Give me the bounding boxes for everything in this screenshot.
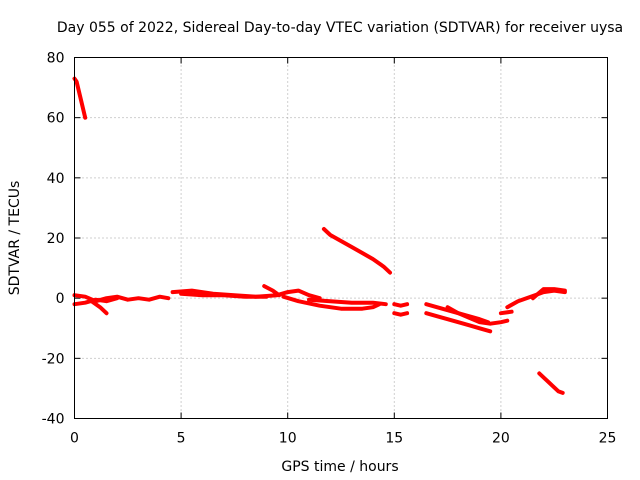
- y-axis-label: SDTVAR / TECUs: [7, 181, 23, 296]
- series-line-s15: [445, 305, 510, 326]
- y-tick-label: 40: [47, 171, 65, 187]
- series-line-s3: [72, 296, 120, 307]
- series-line-s16: [498, 309, 514, 316]
- series-line-s12: [392, 311, 410, 317]
- series-line-s11: [392, 302, 410, 308]
- series-line-s8: [281, 294, 382, 311]
- series-line-s4: [89, 299, 109, 316]
- x-tick-label: 15: [385, 431, 403, 447]
- y-tick-label: -40: [42, 412, 65, 428]
- series-line-s10: [321, 227, 392, 275]
- plot-frame: [74, 57, 608, 419]
- y-tick-label: 80: [47, 51, 65, 67]
- x-tick-label: 25: [599, 431, 617, 447]
- x-axis-label: GPS time / hours: [281, 459, 398, 475]
- grid: [74, 57, 608, 419]
- y-tick-label: 20: [47, 231, 65, 247]
- y-tick-label: 60: [47, 111, 65, 127]
- x-tick-label: 20: [492, 431, 510, 447]
- series-line-s7: [262, 284, 282, 298]
- series-line-s2: [72, 293, 171, 304]
- chart-title: Day 055 of 2022, Sidereal Day-to-day VTE…: [57, 20, 623, 36]
- y-tick-label: -20: [42, 351, 65, 367]
- y-tick-label: 0: [56, 291, 65, 307]
- tick-labels: 0 5 10 15 20 25 -40 -20 0 20 40 60 80: [42, 51, 617, 447]
- series-line-s18: [530, 287, 567, 301]
- x-tick-label: 5: [177, 431, 186, 447]
- x-tick-label: 0: [70, 431, 79, 447]
- series-line-s9: [307, 297, 388, 307]
- series-line-s6: [179, 291, 269, 299]
- axis-ticks: [74, 57, 608, 419]
- series-line-s19: [537, 371, 565, 395]
- series-line-s1: [72, 76, 88, 120]
- data-series: [72, 76, 567, 395]
- series-line-s14: [424, 311, 493, 334]
- x-tick-label: 10: [279, 431, 297, 447]
